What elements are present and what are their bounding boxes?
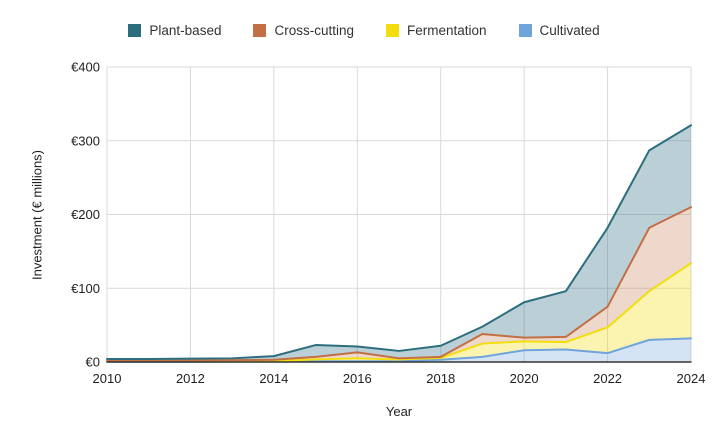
x-tick-label: 2016 [343,371,372,386]
legend-label: Cross-cutting [274,23,354,38]
legend-label: Fermentation [407,23,487,38]
y-axis-title: Investment (€ millions) [29,149,45,281]
x-tick-label: 2018 [426,371,455,386]
legend-item-fermentation: Fermentation [386,23,487,38]
line-cross-cutting [106,206,692,362]
y-tick-label: €200 [71,207,100,222]
x-tick-label: 2014 [259,371,288,386]
legend-swatch-icon [253,24,267,37]
legend-item-plant-based: Plant-based [128,23,221,38]
legend-swatch-icon [386,24,399,37]
legend-swatch-icon [128,24,142,37]
line-plant-based [106,124,692,360]
x-tick-label: 2024 [677,371,706,386]
y-tick-label: €400 [71,60,100,75]
area-cultivated [107,338,691,362]
legend-item-cultivated: Cultivated [518,23,600,38]
area-plant-based [107,125,691,361]
x-tick-label: 2012 [176,371,205,386]
legend-swatch-icon [518,24,532,37]
y-tick-label: €300 [71,133,100,148]
legend-item-cross-cutting: Cross-cutting [253,23,354,38]
y-tick-label: €0 [86,355,100,370]
legend-label: Cultivated [539,23,600,38]
legend-label: Plant-based [149,23,222,38]
x-axis-title: Year [385,404,413,419]
x-tick-label: 2022 [593,371,622,386]
x-tick-label: 2020 [510,371,539,386]
x-tick-label: 2010 [93,371,122,386]
chart-legend: Plant-based Cross-cutting Fermentation Cult… [0,23,728,38]
y-tick-label: €100 [71,281,100,296]
